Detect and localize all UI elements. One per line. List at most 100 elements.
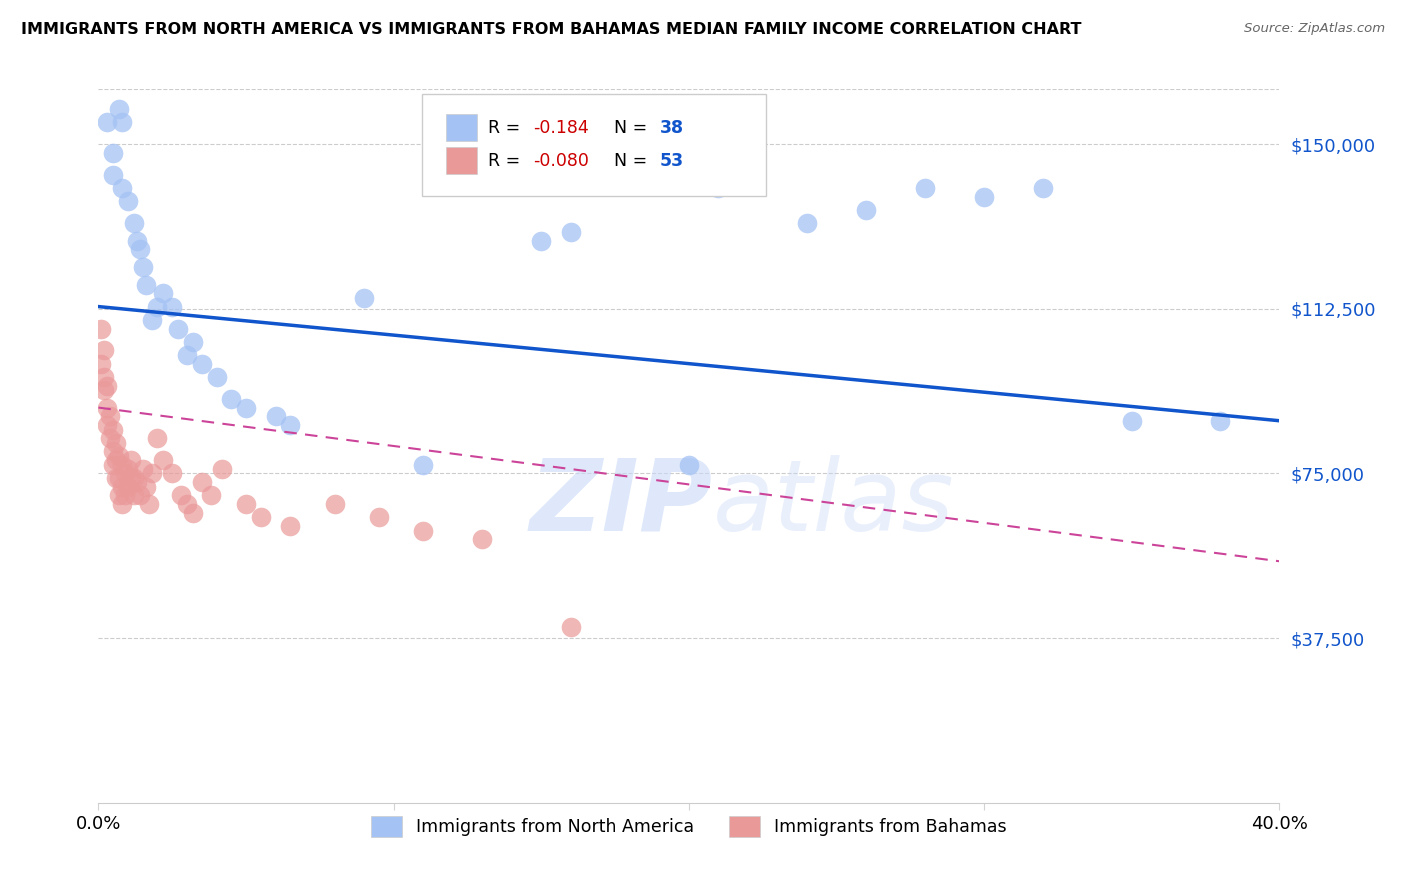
Text: 38: 38 (659, 119, 683, 136)
Text: -0.184: -0.184 (533, 119, 589, 136)
Point (191, 357, 214, 371)
Point (93, 343, 115, 358)
Point (146, 431, 169, 445)
Point (412, 524, 434, 538)
Point (128, 488, 150, 502)
Point (162, 300, 183, 314)
Point (1121, 414, 1143, 428)
Point (280, 418, 302, 433)
Point (111, 181, 134, 195)
Point (221, 392, 243, 406)
Point (135, 480, 157, 494)
Point (103, 458, 125, 472)
Point (368, 510, 391, 524)
Point (170, 488, 193, 502)
Point (181, 506, 204, 520)
Point (108, 488, 131, 502)
Text: IMMIGRANTS FROM NORTH AMERICA VS IMMIGRANTS FROM BAHAMAS MEDIAN FAMILY INCOME CO: IMMIGRANTS FROM NORTH AMERICA VS IMMIGRA… (21, 22, 1081, 37)
Point (122, 488, 145, 502)
Point (141, 312, 163, 326)
Point (181, 334, 204, 349)
Point (530, 234, 553, 248)
Text: N =: N = (614, 152, 654, 169)
Point (152, 286, 174, 301)
Point (90, 321, 112, 335)
Point (796, 216, 818, 230)
Point (98, 409, 121, 424)
Point (111, 497, 134, 511)
Point (162, 467, 183, 481)
Text: R =: R = (488, 119, 526, 136)
Point (93, 383, 115, 397)
Point (560, 225, 582, 239)
Point (205, 369, 228, 384)
Point (96, 115, 118, 129)
Point (120, 453, 142, 467)
Point (1032, 181, 1054, 195)
Point (103, 168, 125, 182)
Point (114, 467, 136, 481)
Point (353, 291, 375, 305)
Point (96, 418, 118, 433)
Text: -0.080: -0.080 (533, 152, 589, 169)
Point (323, 497, 346, 511)
Point (412, 458, 434, 472)
Point (111, 458, 134, 472)
Point (200, 488, 222, 502)
Point (138, 497, 160, 511)
Point (141, 467, 163, 481)
Point (90, 357, 112, 371)
Point (264, 409, 287, 424)
Point (125, 234, 148, 248)
Point (678, 458, 700, 472)
Point (96, 401, 118, 415)
Point (96, 378, 118, 392)
Point (125, 475, 148, 490)
Legend: Immigrants from North America, Immigrants from Bahamas: Immigrants from North America, Immigrant… (361, 805, 1017, 847)
Text: R =: R = (488, 152, 526, 169)
Point (105, 435, 128, 450)
Point (560, 620, 582, 634)
Point (235, 497, 257, 511)
Point (120, 471, 142, 485)
Text: 53: 53 (659, 152, 683, 169)
Point (280, 519, 302, 533)
Point (176, 497, 198, 511)
Point (146, 300, 169, 314)
Point (122, 216, 145, 230)
Point (93, 369, 115, 384)
Point (152, 453, 174, 467)
Point (132, 260, 155, 274)
Point (103, 423, 125, 437)
Point (103, 145, 125, 160)
Point (914, 181, 936, 195)
Point (128, 243, 150, 257)
Point (117, 480, 139, 494)
Point (105, 453, 128, 467)
Point (235, 401, 257, 415)
Text: ZIP: ZIP (530, 455, 713, 551)
Point (855, 202, 877, 217)
Point (108, 471, 131, 485)
Text: N =: N = (614, 119, 654, 136)
Point (132, 462, 155, 476)
Point (111, 115, 134, 129)
Point (111, 480, 134, 494)
Point (105, 471, 128, 485)
Point (108, 102, 131, 116)
Point (117, 194, 139, 209)
Point (117, 462, 139, 476)
Point (176, 348, 198, 362)
Point (1209, 414, 1232, 428)
Point (98, 431, 121, 445)
Text: Source: ZipAtlas.com: Source: ZipAtlas.com (1244, 22, 1385, 36)
Point (471, 533, 494, 547)
Point (211, 462, 233, 476)
Text: atlas: atlas (713, 455, 955, 551)
Point (108, 449, 131, 463)
Point (103, 444, 125, 458)
Point (135, 277, 157, 292)
Point (973, 190, 995, 204)
Point (122, 471, 145, 485)
Point (250, 510, 273, 524)
